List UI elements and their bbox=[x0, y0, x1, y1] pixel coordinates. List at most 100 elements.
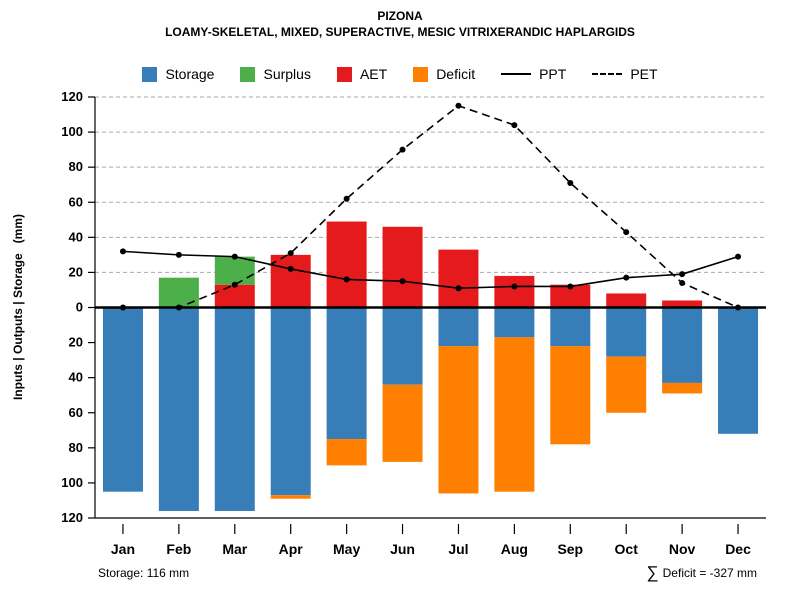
legend-item-deficit: Deficit bbox=[413, 66, 475, 82]
month-label: Sep bbox=[557, 541, 583, 557]
deficit-total-footnote: ∑ Deficit = -327 mm bbox=[647, 564, 757, 581]
bar-deficit-jul bbox=[438, 346, 479, 494]
legend-label-aet: AET bbox=[359, 66, 388, 82]
ppt-line-path bbox=[122, 250, 739, 290]
y-tick-label: 60 bbox=[69, 405, 83, 420]
bar-storage-aug bbox=[494, 307, 535, 338]
pet-line-marker bbox=[455, 102, 462, 109]
legend-label-surplus: Surplus bbox=[263, 66, 311, 82]
bar-storage-jun bbox=[382, 307, 423, 385]
bar-storage-feb bbox=[158, 307, 199, 511]
y-tick-label: 40 bbox=[69, 229, 83, 244]
bar-storage-dec bbox=[718, 307, 759, 434]
ppt-line-marker bbox=[567, 283, 574, 290]
sigma-symbol: ∑ bbox=[646, 563, 659, 582]
deficit-swatch bbox=[413, 66, 429, 82]
grid-layer bbox=[95, 96, 766, 273]
aet-swatch bbox=[336, 66, 352, 82]
pet-line-marker bbox=[735, 304, 742, 311]
bar-aet-may bbox=[326, 221, 367, 308]
ppt-line-marker bbox=[679, 271, 686, 278]
y-tick-label: 40 bbox=[69, 370, 83, 385]
ppt-line-marker bbox=[175, 251, 182, 258]
pet-line-marker bbox=[231, 281, 238, 288]
pet-line-marker bbox=[119, 304, 126, 311]
deficit-total-text: Deficit = -327 mm bbox=[662, 565, 757, 580]
ppt-line-marker bbox=[735, 253, 742, 260]
bar-storage-jul bbox=[438, 307, 479, 347]
y-tick-label: 0 bbox=[76, 300, 83, 315]
ppt-line-marker bbox=[511, 283, 518, 290]
pet-line-swatch bbox=[592, 73, 623, 75]
bar-storage-may bbox=[326, 307, 367, 440]
storage-swatch bbox=[142, 66, 158, 82]
bar-deficit-jun bbox=[382, 384, 423, 462]
pet-line-marker bbox=[679, 279, 686, 286]
legend-label-ppt: PPT bbox=[539, 66, 567, 82]
y-tick-label: 100 bbox=[61, 475, 83, 490]
bar-deficit-may bbox=[326, 439, 367, 466]
legend-item-surplus: Surplus bbox=[240, 66, 311, 82]
bar-storage-sep bbox=[550, 307, 591, 347]
legend-item-storage: Storage bbox=[142, 66, 214, 82]
bar-surplus-feb bbox=[158, 277, 199, 308]
bar-deficit-apr bbox=[270, 495, 311, 499]
surplus-swatch bbox=[240, 66, 256, 82]
bar-surplus-mar bbox=[214, 256, 255, 285]
y-tick-label: 20 bbox=[69, 264, 83, 279]
ppt-line-marker bbox=[343, 276, 350, 283]
pet-line-marker bbox=[287, 250, 294, 257]
pet-line-marker bbox=[343, 195, 350, 202]
ppt-line bbox=[119, 248, 742, 292]
y-axis-labels: 0 20 20 40 40 60 60 80 80 100 100 120 120 bbox=[61, 89, 95, 525]
pet-line-marker bbox=[623, 229, 630, 236]
month-label: Mar bbox=[222, 541, 247, 557]
pet-line-marker bbox=[511, 122, 518, 129]
y-tick-label: 20 bbox=[69, 335, 83, 350]
bar-deficit-aug bbox=[494, 337, 535, 492]
bar-deficit-oct bbox=[606, 356, 647, 413]
month-label: Feb bbox=[166, 541, 191, 557]
chart-legend: Storage Surplus AET Deficit PPT PET bbox=[0, 66, 800, 82]
y-axis-title: Inputs | Outputs | Storage (mm) bbox=[11, 213, 25, 401]
bar-aet-aug bbox=[494, 275, 535, 308]
ppt-line-marker bbox=[119, 248, 126, 255]
bar-deficit-nov bbox=[662, 382, 703, 394]
bar-aet-jun bbox=[382, 226, 423, 308]
y-tick-label: 60 bbox=[69, 194, 83, 209]
pet-line-marker bbox=[399, 146, 406, 153]
bars-layer bbox=[102, 221, 759, 511]
y-tick-label: 120 bbox=[61, 510, 83, 525]
month-label: Apr bbox=[279, 541, 304, 557]
pet-line bbox=[119, 102, 742, 311]
pet-line-marker bbox=[175, 304, 182, 311]
bar-deficit-sep bbox=[550, 346, 591, 445]
month-label: Jan bbox=[111, 541, 135, 557]
bar-storage-oct bbox=[606, 307, 647, 357]
storage-footnote: Storage: 116 mm bbox=[98, 566, 190, 580]
legend-label-pet: PET bbox=[630, 66, 658, 82]
ppt-line-marker bbox=[623, 274, 630, 281]
y-tick-label: 80 bbox=[69, 159, 83, 174]
month-label: Jul bbox=[448, 541, 468, 557]
y-tick-label: 80 bbox=[69, 440, 83, 455]
legend-label-storage: Storage bbox=[165, 66, 215, 82]
pet-line-marker bbox=[567, 179, 574, 186]
bar-aet-jul bbox=[438, 249, 479, 308]
ppt-line-marker bbox=[287, 265, 294, 272]
bar-storage-nov bbox=[662, 307, 703, 383]
chart-subtitle: LOAMY-SKELETAL, MIXED, SUPERACTIVE, MESI… bbox=[165, 25, 635, 39]
legend-item-aet: AET bbox=[336, 66, 388, 82]
pet-line-path bbox=[122, 104, 739, 309]
ppt-line-swatch bbox=[501, 73, 532, 75]
bar-aet-mar bbox=[214, 284, 255, 308]
y-tick-label: 120 bbox=[61, 89, 83, 104]
bar-aet-apr bbox=[270, 254, 311, 308]
y-tick-label: 100 bbox=[61, 124, 83, 139]
legend-item-ppt: PPT bbox=[501, 66, 566, 82]
bar-aet-sep bbox=[550, 284, 591, 308]
month-label: Jun bbox=[390, 541, 415, 557]
bar-aet-oct bbox=[606, 293, 647, 308]
